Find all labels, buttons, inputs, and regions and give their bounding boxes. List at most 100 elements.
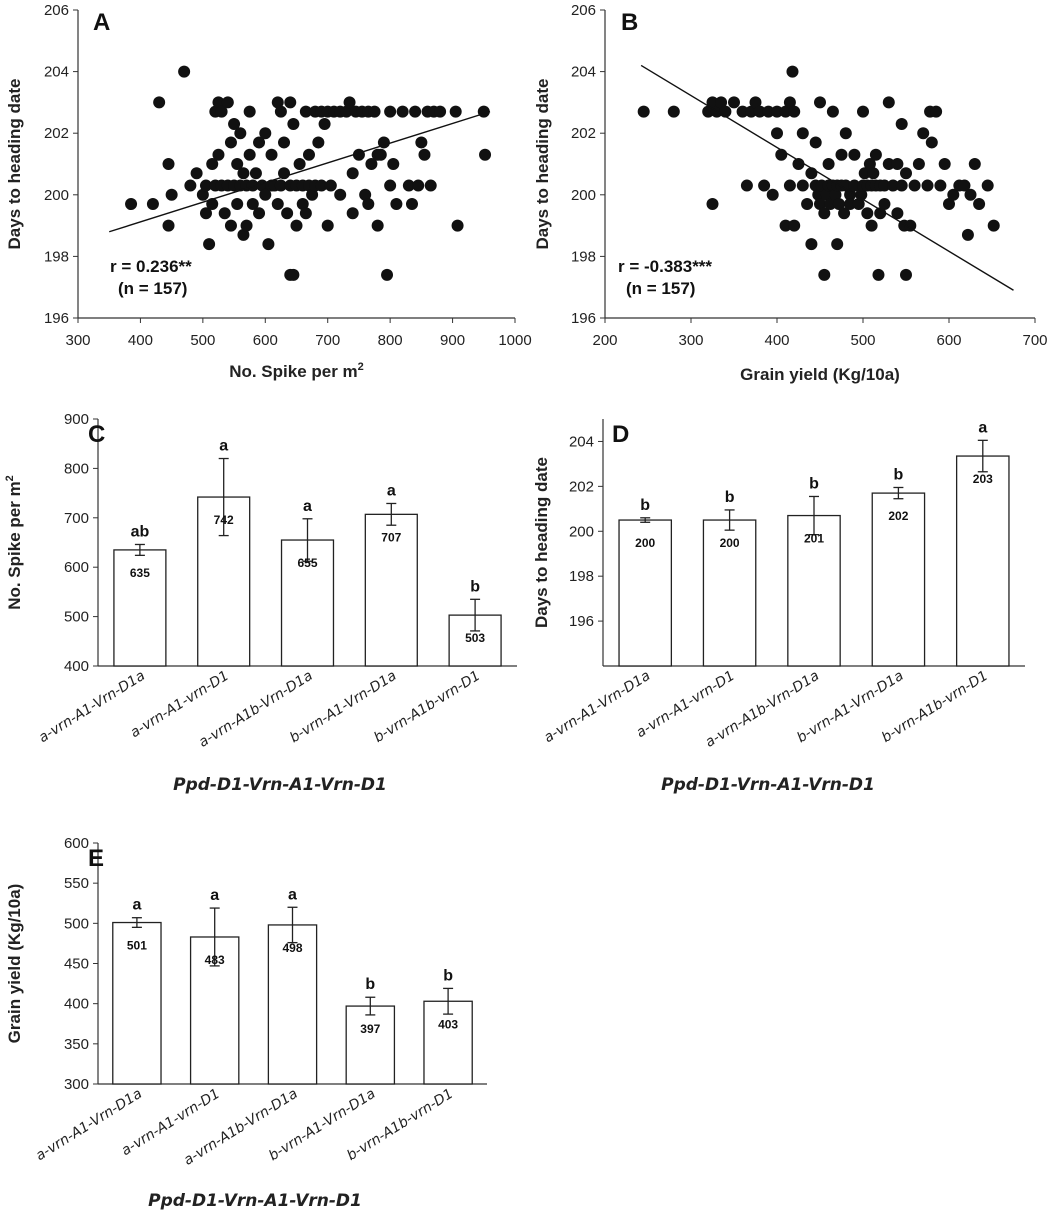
data-point (917, 127, 930, 140)
data-point (796, 127, 809, 140)
data-point (387, 158, 400, 170)
data-point (412, 179, 425, 192)
y-tick-label: 300 (64, 1076, 89, 1093)
chart-panel-e: E 300 350 400 450 500 550 600 Grain yield (Kg/10… (5, 835, 487, 1211)
correlation-annotation: (n = 157) (118, 279, 187, 298)
y-tick-label: 200 (44, 187, 69, 204)
data-point (728, 96, 740, 109)
data-point (228, 117, 241, 130)
data-point (900, 268, 912, 281)
data-point (312, 136, 325, 149)
data-point (848, 148, 861, 161)
x-axis-title: No. Spike per m2 (229, 361, 364, 381)
data-point (237, 167, 250, 180)
data-point (835, 148, 848, 161)
bar (364, 513, 418, 667)
y-axis-title: Days to heading date (533, 79, 552, 250)
data-point (374, 148, 387, 161)
chart-panel-b: B 196 198 200 202 204 206 Days to heading date 2… (533, 2, 1048, 384)
data-point (779, 219, 792, 232)
data-point (281, 207, 294, 220)
y-tick-label: 196 (569, 613, 594, 630)
data-point (196, 188, 209, 201)
data-point (203, 238, 216, 251)
bar (345, 1005, 396, 1085)
data-point (302, 148, 315, 161)
data-point (284, 96, 297, 109)
data-point (253, 136, 266, 149)
data-point (900, 167, 912, 180)
data-point (820, 188, 833, 201)
y-tick-label: 204 (571, 64, 596, 81)
data-point (779, 105, 792, 118)
panel-label: E (88, 845, 104, 872)
data-point (306, 188, 319, 201)
data-point (390, 198, 403, 211)
data-point (253, 207, 266, 220)
x-tick-label: 500 (850, 332, 875, 349)
data-point (786, 65, 799, 78)
group-axis-label: Ppd-D1-Vrn-A1-Vrn-D1 (148, 1191, 362, 1211)
data-point (278, 136, 291, 149)
data-point (832, 198, 845, 211)
significance-letter: a (978, 419, 987, 436)
significance-letter: a (219, 438, 228, 455)
y-tick-label: 204 (569, 433, 594, 450)
data-point (882, 96, 895, 109)
y-axis-title-text: Days to heading date (533, 79, 552, 250)
data-point (824, 198, 837, 211)
y-tick-label: 198 (44, 248, 69, 265)
data-point (371, 219, 384, 232)
data-point (199, 207, 212, 220)
bar (702, 519, 757, 667)
data-point (796, 179, 809, 192)
chart-panel-d: D 196 198 200 202 204 Days to heading date 200 b… (532, 419, 1025, 795)
data-point (299, 105, 312, 118)
data-point (184, 179, 197, 192)
data-point (925, 136, 938, 149)
y-tick-label: 700 (64, 510, 89, 527)
data-point (396, 105, 409, 118)
y-tick-label: 202 (44, 125, 69, 142)
data-point (424, 179, 437, 192)
data-point (857, 105, 869, 118)
correlation-annotation: r = -0.383*** (618, 257, 712, 276)
data-point (745, 105, 758, 118)
data-point (839, 179, 852, 192)
data-point (878, 179, 891, 192)
y-axis-title-sup: 2 (4, 475, 16, 481)
panel-label: A (93, 9, 110, 36)
x-tick-label: 300 (65, 332, 90, 349)
chart-panel-a: A 196 198 200 202 204 206 Days to heading date 3… (5, 2, 532, 381)
data-point (814, 198, 826, 211)
bar (787, 514, 841, 667)
x-tick-label: 600 (936, 332, 961, 349)
data-point (418, 148, 431, 161)
data-point (895, 117, 908, 130)
data-point (231, 158, 244, 170)
data-point (921, 179, 934, 192)
data-point (346, 207, 359, 220)
data-point (818, 207, 831, 220)
panel-label: D (612, 421, 629, 448)
bar-value-label: 503 (465, 631, 485, 645)
x-tick-label: 700 (1022, 332, 1047, 349)
y-axis-title-text: Days to heading date (5, 79, 24, 250)
data-point (788, 219, 801, 232)
panel-label: C (88, 421, 105, 448)
data-point (809, 136, 822, 149)
data-point (249, 167, 262, 180)
data-point (869, 148, 882, 161)
bar-value-label: 200 (635, 536, 655, 550)
bar-value-label: 202 (888, 509, 908, 523)
x-axis-title-text: Grain yield (Kg/10a) (740, 365, 900, 384)
data-point (667, 105, 680, 118)
correlation-annotation: r = 0.236** (110, 257, 192, 276)
data-point (908, 179, 921, 192)
data-point (153, 96, 166, 109)
data-point (753, 105, 766, 118)
category-label: a-vrn-A1-Vrn-D1a (541, 668, 653, 746)
data-point (125, 198, 138, 211)
data-point (968, 158, 981, 170)
significance-letter: b (443, 967, 453, 984)
